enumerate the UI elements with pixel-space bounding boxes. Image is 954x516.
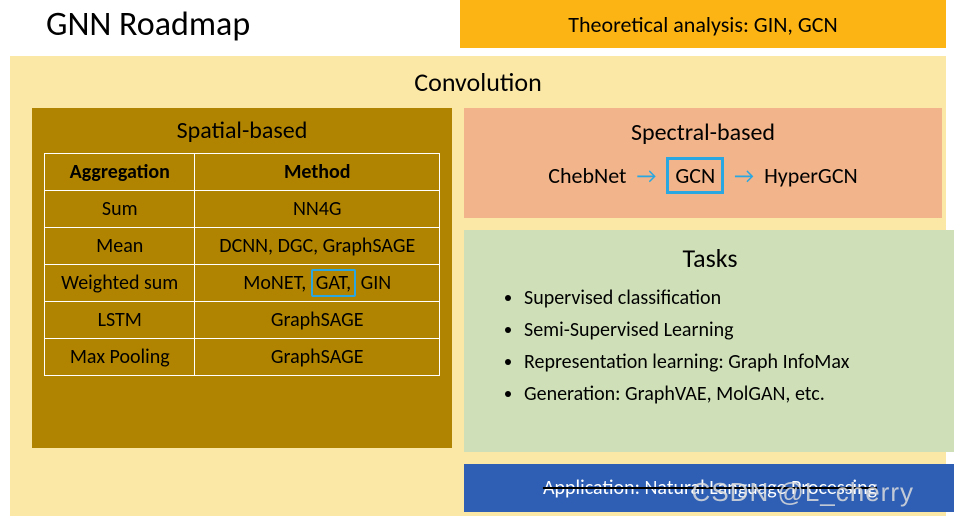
spatial-table: Aggregation Method Sum NN4G Mean DCNN, DGC,… [44, 153, 440, 376]
tasks-title: Tasks [484, 242, 936, 274]
cell-aggregation: Mean [45, 228, 195, 265]
cell-method: DCNN, DGC, GraphSAGE [195, 228, 440, 265]
arrow-icon: → [636, 162, 656, 189]
table-row: LSTM GraphSAGE [45, 302, 440, 339]
arrow-icon: → [734, 162, 754, 189]
spectral-item-hypergcn: HyperGCN [764, 162, 858, 189]
method-highlight: GAT, [311, 269, 356, 297]
spectral-panel: Spectral-based ChebNet → GCN → HyperGCN [464, 108, 942, 218]
cell-method: GraphSAGE [195, 339, 440, 376]
method-text: NN4G [293, 197, 342, 221]
cell-method: GraphSAGE [195, 302, 440, 339]
table-row: Mean DCNN, DGC, GraphSAGE [45, 228, 440, 265]
list-item: Representation learning: Graph InfoMax [524, 346, 936, 378]
spectral-item-gcn: GCN [666, 157, 724, 194]
cell-aggregation: LSTM [45, 302, 195, 339]
spectral-item-chebnet: ChebNet [548, 162, 626, 189]
method-text: DCNN, DGC, GraphSAGE [219, 234, 415, 258]
spatial-title: Spatial-based [44, 116, 440, 145]
col-aggregation: Aggregation [45, 154, 195, 191]
theory-box: Theoretical analysis: GIN, GCN [460, 0, 946, 48]
cell-aggregation: Sum [45, 191, 195, 228]
cell-aggregation: Weighted sum [45, 265, 195, 302]
list-item: Semi-Supervised Learning [524, 314, 936, 346]
method-text: GraphSAGE [271, 345, 364, 369]
method-text: GraphSAGE [271, 308, 364, 332]
table-row: Sum NN4G [45, 191, 440, 228]
slide-title: GNN Roadmap [46, 4, 250, 45]
application-label: Application: Natural Language Processing [543, 476, 877, 500]
convolution-title: Convolution [10, 66, 946, 98]
cell-method: MoNET, GAT, GIN [195, 265, 440, 302]
tasks-panel: Tasks Supervised classificationSemi-Supe… [464, 230, 954, 452]
method-text: GIN [356, 271, 391, 295]
cell-method: NN4G [195, 191, 440, 228]
tasks-list: Supervised classificationSemi-Supervised… [484, 282, 936, 410]
list-item: Supervised classification [524, 282, 936, 314]
application-panel: Application: Natural Language Processing [464, 464, 954, 512]
cell-aggregation: Max Pooling [45, 339, 195, 376]
spatial-panel: Spatial-based Aggregation Method Sum NN4G… [32, 108, 452, 448]
theory-label: Theoretical analysis: GIN, GCN [568, 11, 837, 38]
spectral-title: Spectral-based [464, 118, 942, 147]
table-row: Weighted sumMoNET, GAT, GIN [45, 265, 440, 302]
table-row: Max Pooling GraphSAGE [45, 339, 440, 376]
convolution-panel: Convolution Spatial-based Aggregation Me… [10, 56, 946, 516]
method-text: MoNET, [243, 271, 311, 295]
list-item: Generation: GraphVAE, MolGAN, etc. [524, 378, 936, 410]
spectral-flow: ChebNet → GCN → HyperGCN [464, 157, 942, 194]
col-method: Method [195, 154, 440, 191]
